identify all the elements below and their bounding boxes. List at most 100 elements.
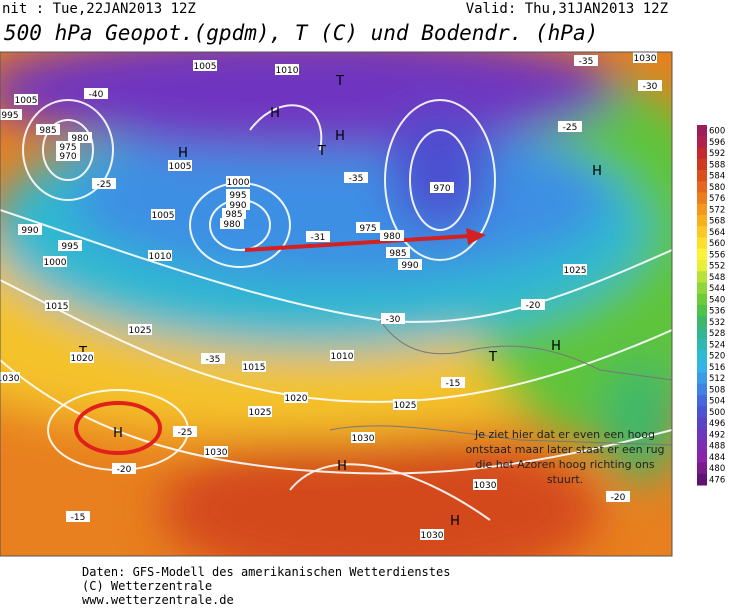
colorbar-cell [697, 361, 707, 373]
contour-label: -35 [579, 57, 594, 67]
colorbar-label: 556 [709, 250, 725, 260]
colorbar-cell [697, 428, 707, 441]
contour-label: 975 [59, 143, 76, 153]
colorbar-cell [697, 316, 707, 328]
map-title: 500 hPa Geopot.(gpdm), T (C) und Bodendr… [4, 21, 598, 45]
colorbar-cell [697, 248, 707, 261]
colorbar-cell [697, 170, 707, 182]
colorbar-cell [697, 192, 707, 205]
contour-label: 990 [21, 226, 38, 236]
pressure-center: H [113, 426, 123, 441]
footer-line: (C) Wetterzentrale [82, 579, 212, 593]
arrow-head [466, 228, 486, 245]
footer-line: Daten: GFS-Modell des amerikanischen Wet… [82, 565, 450, 579]
map-frame [0, 51, 673, 557]
label-bg [0, 109, 22, 120]
contour-label: 980 [223, 220, 240, 230]
pressure-center: T [488, 350, 497, 365]
colorbar-cell [697, 462, 707, 475]
contour-label: 985 [39, 126, 56, 136]
label-bg [18, 224, 42, 235]
colorbar-cell [697, 181, 707, 193]
pressure-center: H [551, 339, 561, 354]
contour-label: 1010 [149, 252, 172, 262]
label-bg [420, 529, 444, 540]
contour-label: -40 [89, 90, 104, 100]
contour-label: 1025 [394, 401, 417, 411]
colorbar-label: 496 [709, 419, 725, 429]
label-bg [226, 199, 250, 210]
contour-label: 1005 [169, 162, 192, 172]
contour-label: -15 [446, 379, 461, 389]
contour-label: -25 [563, 123, 578, 133]
contour-label: -30 [643, 82, 658, 92]
label-bg [112, 463, 136, 474]
colorbar-label: 580 [709, 183, 725, 193]
label-bg [574, 55, 598, 66]
arrow [244, 234, 471, 252]
colorbar-label: 572 [709, 205, 725, 215]
colorbar-cell [697, 293, 707, 306]
pressure-center: T [317, 144, 326, 159]
label-bg [638, 80, 662, 91]
label-bg [226, 176, 250, 187]
contour-label: -31 [311, 233, 326, 243]
contour-label: 1005 [15, 96, 38, 106]
colorbar-label: 508 [709, 385, 725, 395]
contour-label: -35 [206, 355, 221, 365]
colorbar-cell [697, 271, 707, 283]
contour-label: 995 [1, 111, 18, 121]
label-bg [201, 353, 225, 364]
colorbar-label: 560 [709, 239, 725, 249]
colorbar-cell [697, 305, 707, 317]
colorbar-cell [697, 406, 707, 418]
colorbar-cell [697, 327, 707, 340]
contour-label: 1010 [331, 352, 354, 362]
contour-label: 1020 [285, 394, 308, 404]
contour-label: 975 [359, 224, 376, 234]
label-bg [633, 52, 657, 63]
contour-label: -20 [117, 465, 132, 475]
label-bg [66, 511, 90, 522]
contour-label: -30 [386, 315, 401, 325]
label-bg [0, 372, 20, 383]
contour-label: 1025 [129, 326, 152, 336]
label-bg [473, 479, 497, 490]
contour-label: 1000 [227, 178, 250, 188]
label-bg [43, 256, 67, 267]
label-bg [380, 230, 404, 241]
colorbar-label: 592 [709, 149, 725, 159]
colorbar-cell [697, 395, 707, 407]
colorbar-label: 488 [709, 442, 725, 452]
label-bg [56, 150, 80, 161]
contour-label: 990 [229, 201, 246, 211]
colorbar-label: 492 [709, 430, 725, 440]
label-bg [242, 361, 266, 372]
highlight-circle [74, 401, 162, 455]
colorbar-cell [697, 226, 707, 238]
colorbar-cell [697, 440, 707, 452]
colorbar-label: 548 [709, 273, 725, 283]
colorbar-cell [697, 338, 707, 351]
annotation-line: ontstaat maar later staat er een rug [465, 443, 664, 456]
init-time: nit : Tue,22JAN2013 12Z [2, 1, 196, 17]
contour-label: 1005 [194, 62, 217, 72]
annotation-line: die het Azoren hoog richting ons [475, 458, 654, 471]
contour-label: -35 [349, 174, 364, 184]
label-bg [204, 446, 228, 457]
label-bg [128, 324, 152, 335]
colorbar-cell [697, 136, 707, 148]
colorbar-label: 568 [709, 217, 725, 227]
label-bg [68, 132, 92, 143]
colorbar-label: 540 [709, 295, 725, 305]
label-bg [56, 141, 80, 152]
label-bg [151, 209, 175, 220]
label-bg [563, 264, 587, 275]
contour-label: 990 [401, 261, 418, 271]
contour-label: 1020 [71, 354, 94, 364]
label-bg [330, 350, 354, 361]
contour-label: -20 [611, 493, 626, 503]
contour-label: 1030 [0, 374, 20, 384]
label-bg [92, 178, 116, 189]
